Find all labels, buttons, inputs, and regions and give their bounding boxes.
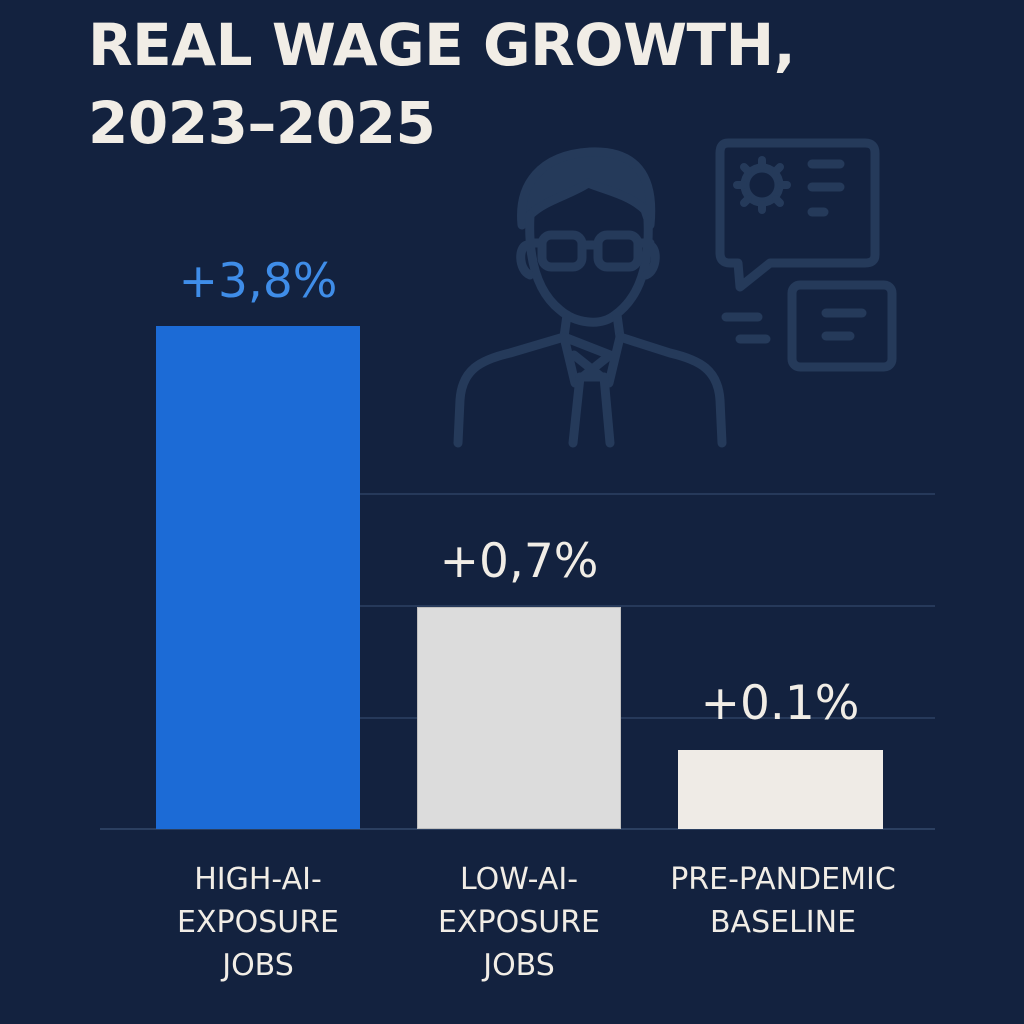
x-axis-baseline [100,828,935,830]
document-card-icon [721,280,897,372]
bar-value-label-pre-pandemic: +0.1% [700,676,860,731]
category-label-high-ai: HIGH-AI- EXPOSURE JOBS [176,862,339,983]
chart-title-line-1: REAL WAGE GROWTH, [88,11,796,79]
bar-low-ai-exposure[interactable] [417,607,621,829]
gridline [360,493,935,495]
bar-pre-pandemic-baseline[interactable] [678,750,883,829]
chart-title: REAL WAGE GROWTH, 2023–2025 [88,6,796,162]
category-label-low-ai: LOW-AI- EXPOSURE JOBS [437,862,600,983]
chart-title-line-2: 2023–2025 [88,89,436,157]
bar-value-label-low-ai: +0,7% [439,534,599,589]
bar-high-ai-exposure[interactable] [156,326,360,829]
bar-value-label-high-ai: +3,8% [178,254,338,309]
gridline [360,717,935,719]
speech-bubble-gear-icon [715,138,880,292]
background-illustration [453,138,897,448]
person-with-glasses-icon [453,147,727,448]
category-label-pre-pandemic: PRE-PANDEMIC BASELINE [670,862,896,940]
gridline [360,605,935,607]
